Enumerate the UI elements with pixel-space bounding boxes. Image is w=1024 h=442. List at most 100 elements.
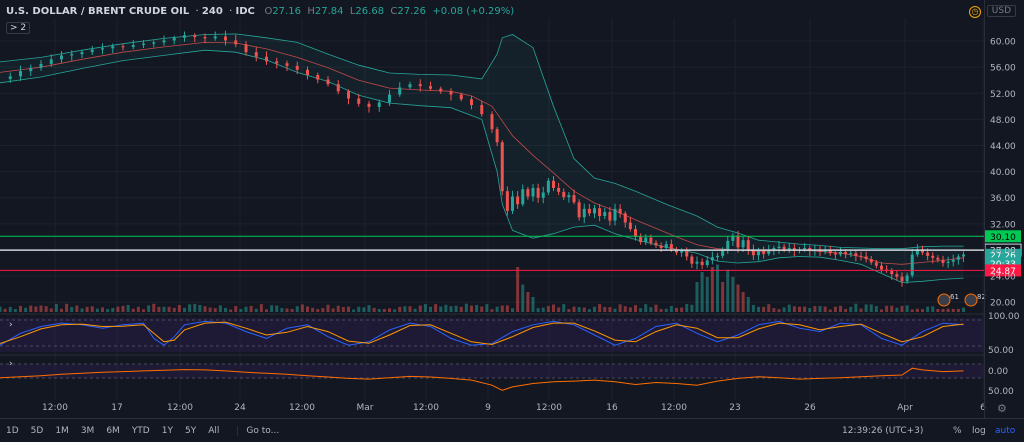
volume-bar xyxy=(300,304,304,312)
candle-body xyxy=(905,275,909,282)
clock-icon[interactable]: ◷ xyxy=(969,6,981,18)
volume-bar xyxy=(536,308,540,312)
y-tick-label: 24.00 xyxy=(990,273,1016,283)
candle-body xyxy=(285,63,289,66)
candle-body xyxy=(582,208,586,218)
currency-button[interactable]: USD xyxy=(986,5,1016,17)
candle-body xyxy=(818,249,822,252)
volume-bar xyxy=(495,306,499,312)
volume-bar xyxy=(429,306,432,312)
volume-bar xyxy=(321,308,325,312)
volume-bar xyxy=(177,305,181,312)
stoch-k-line xyxy=(0,320,964,346)
volume-bar xyxy=(726,269,730,312)
candle-body xyxy=(459,94,463,100)
upper-band xyxy=(0,33,964,250)
candle-body xyxy=(347,91,350,99)
candle-body xyxy=(39,63,43,68)
volume-bar xyxy=(767,304,771,312)
candle-body xyxy=(931,255,935,258)
osc-band xyxy=(0,364,984,378)
volume-bar xyxy=(49,308,53,312)
volume-bar xyxy=(587,309,591,312)
volume-bar xyxy=(331,308,335,312)
candle-body xyxy=(639,236,643,243)
volume-bar xyxy=(75,305,79,312)
volume-bar xyxy=(716,264,719,312)
candle-body xyxy=(869,259,873,263)
clock-display[interactable]: 12:39:26 (UTC+3) xyxy=(842,425,924,436)
range-ytd[interactable]: YTD xyxy=(131,425,150,436)
goto-button[interactable]: Go to... xyxy=(237,425,285,436)
x-tick-label: 12:00 xyxy=(536,403,562,413)
volume-bar xyxy=(936,308,940,312)
range-1y[interactable]: 1Y xyxy=(161,425,173,436)
volume-bar xyxy=(664,308,668,312)
volume-bar xyxy=(126,304,130,312)
candle-body xyxy=(726,240,730,250)
range-5d[interactable]: 5D xyxy=(30,425,44,436)
stochastic-pane: › xyxy=(0,313,984,352)
volume-bar xyxy=(900,305,904,312)
candle-body xyxy=(546,180,550,193)
volume-bar xyxy=(167,306,171,312)
range-5y[interactable]: 5Y xyxy=(184,425,197,436)
volume-bar xyxy=(895,307,899,312)
indicator-tick-label: 50.00 xyxy=(988,346,1014,356)
auto-toggle[interactable]: auto xyxy=(995,425,1016,436)
range-1m[interactable]: 1M xyxy=(55,425,69,436)
range-all[interactable]: All xyxy=(208,425,220,436)
gear-icon[interactable]: ⚙ xyxy=(997,402,1007,415)
log-toggle[interactable]: log xyxy=(972,425,986,436)
volume-bar xyxy=(762,306,766,312)
volume-bar xyxy=(147,305,151,312)
candle-body xyxy=(874,262,878,266)
volume-bar xyxy=(921,309,924,312)
volume-bar xyxy=(880,309,883,312)
volume-bar xyxy=(341,307,345,312)
candle-body xyxy=(792,248,796,251)
volume-bar xyxy=(259,304,263,312)
volume-bar xyxy=(926,306,930,312)
volume-bar xyxy=(413,308,417,312)
volume-bar xyxy=(608,307,612,312)
y-tick-label: 56.00 xyxy=(990,64,1016,74)
moving-average xyxy=(0,41,964,265)
symbol-name[interactable]: U.S. DOLLAR / BRENT CRUDE OIL xyxy=(6,6,190,17)
y-tick-label: 28.00 xyxy=(990,246,1016,256)
range-6m[interactable]: 6M xyxy=(106,425,120,436)
volume-bar xyxy=(541,307,545,312)
candle-body xyxy=(531,187,535,197)
candle-body xyxy=(541,192,545,198)
candle-body xyxy=(962,254,965,257)
volume-bar xyxy=(552,304,555,312)
volume-bar xyxy=(680,307,684,312)
volume-bar xyxy=(516,267,520,312)
volume-bar xyxy=(803,306,807,312)
candle-body xyxy=(367,103,371,107)
candle-body xyxy=(767,250,771,254)
volume-bar xyxy=(439,306,443,312)
volume-bar xyxy=(8,306,12,312)
percent-toggle[interactable]: % xyxy=(953,425,962,436)
candle-body xyxy=(418,84,422,87)
volume-bar xyxy=(874,306,878,312)
range-1d[interactable]: 1D xyxy=(6,425,19,436)
candle-body xyxy=(536,187,540,198)
collapse-indicators-button[interactable]: > 2 xyxy=(6,22,31,34)
candle-body xyxy=(521,189,525,205)
candle-body xyxy=(326,79,330,85)
volume-bar xyxy=(951,308,955,312)
candle-body xyxy=(172,37,176,41)
volume-bar xyxy=(434,304,438,312)
volume-bar xyxy=(813,306,817,312)
price-label: 27.26 xyxy=(990,251,1016,261)
volume-bar xyxy=(270,305,274,312)
candle-body xyxy=(941,259,945,264)
candle-body xyxy=(613,208,617,221)
volume-bar xyxy=(751,304,755,312)
volume-bar xyxy=(0,306,2,312)
range-3m[interactable]: 3M xyxy=(80,425,95,436)
candle-body xyxy=(608,212,612,221)
